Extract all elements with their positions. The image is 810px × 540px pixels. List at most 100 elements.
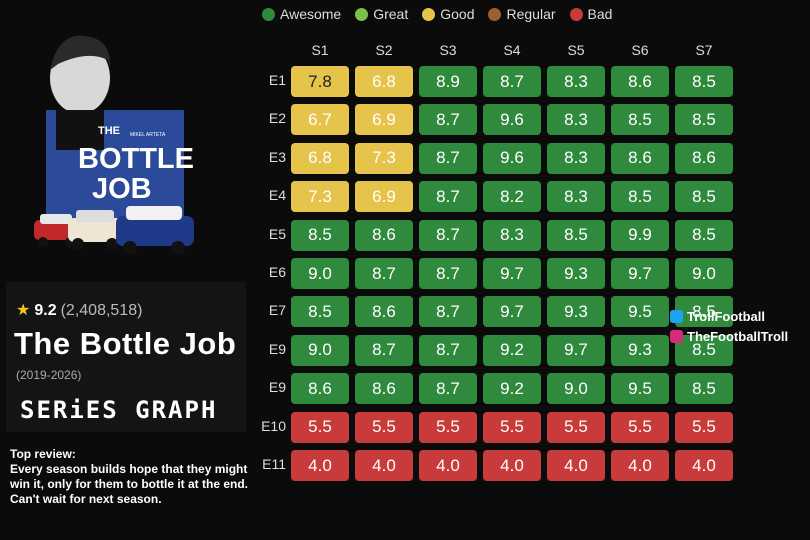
- heatmap-cell: 9.0: [291, 334, 349, 366]
- row-header: E5: [268, 225, 286, 242]
- row-header: E9: [268, 340, 286, 357]
- heatmap-cell: 8.2: [483, 181, 541, 213]
- rating-score: 9.2: [34, 302, 57, 319]
- heatmap-cell: 5.5: [483, 411, 541, 443]
- heatmap-cell: 8.3: [547, 66, 605, 97]
- heatmap-cell: 5.5: [355, 411, 413, 443]
- column-header: S2: [375, 42, 393, 58]
- heatmap-cell: 5.5: [419, 411, 477, 443]
- show-title: The Bottle Job: [14, 326, 237, 361]
- legend-dot-icon: [569, 7, 583, 21]
- heatmap-cell: 4.0: [611, 450, 669, 481]
- heatmap-cell: 8.7: [419, 219, 477, 251]
- row-header: E4: [268, 187, 286, 204]
- top-review: Top review: Every season builds hope tha…: [10, 447, 265, 507]
- heatmap-cell: 8.7: [355, 258, 413, 289]
- heatmap-cell: 9.2: [483, 334, 541, 366]
- heatmap-cell: 8.7: [419, 296, 477, 328]
- heatmap-cell: 8.7: [419, 334, 477, 366]
- review-text: Every season builds hope that they might…: [10, 462, 248, 506]
- heatmap-cell: 7.3: [355, 142, 413, 174]
- heatmap-cell: 8.6: [675, 142, 733, 174]
- heatmap-cell: 9.7: [611, 258, 669, 289]
- heatmap-cell: 9.3: [611, 334, 669, 366]
- poster-small-text: MIKEL ARTETA: [130, 132, 166, 138]
- show-years: (2019-2026): [16, 368, 82, 382]
- heatmap-cell: 4.0: [675, 450, 733, 481]
- heatmap-cell: 4.0: [483, 450, 541, 481]
- heatmap-cell: 6.8: [291, 142, 349, 174]
- heatmap-cell: 7.3: [291, 181, 349, 213]
- heatmap-cell: 8.5: [675, 334, 733, 366]
- info-panel: [6, 282, 246, 432]
- heatmap-cell: 9.7: [483, 296, 541, 328]
- column-header: S4: [503, 42, 521, 58]
- heatmap-cell: 8.6: [355, 219, 413, 251]
- heatmap-cell: 5.5: [611, 411, 669, 443]
- heatmap-cell: 4.0: [291, 450, 349, 481]
- heatmap-cell: 7.8: [291, 66, 349, 97]
- legend-item-good: Good: [422, 6, 474, 22]
- column-header: S7: [695, 42, 713, 58]
- heatmap-cell: 9.7: [547, 334, 605, 366]
- heatmap-cell: 9.2: [483, 373, 541, 405]
- heatmap-cell: 8.3: [547, 104, 605, 136]
- legend-dot-icon: [262, 7, 275, 21]
- instagram-handle: TheFootballTroll: [670, 329, 788, 344]
- heatmap-cell: 8.3: [547, 142, 605, 174]
- heatmap-cell: 9.6: [483, 142, 541, 174]
- heatmap-cell: 8.5: [675, 104, 733, 136]
- legend-item-regular: Regular: [488, 6, 556, 22]
- heatmap-cell: 9.0: [291, 258, 349, 289]
- twitter-handle: TrollFootball: [670, 309, 765, 324]
- row-header: E11: [262, 456, 286, 472]
- star-icon: ★: [16, 302, 31, 319]
- heatmap-cell: 8.3: [547, 181, 605, 213]
- heatmap-cell: 9.9: [611, 219, 669, 251]
- legend-item-awesome: Awesome: [262, 6, 341, 22]
- poster-line3: JOB: [92, 173, 152, 205]
- legend-dot-icon: [355, 7, 369, 21]
- column-header: S3: [439, 42, 457, 58]
- heatmap-cell: 4.0: [547, 450, 605, 481]
- heatmap-cell: 8.7: [419, 142, 477, 174]
- heatmap-cell: 9.0: [675, 258, 733, 289]
- heatmap-cell: 8.6: [355, 373, 413, 405]
- heatmap-cell: 4.0: [419, 450, 477, 481]
- instagram-handle-text: TheFootballTroll: [687, 329, 789, 344]
- row-header: E1: [268, 72, 286, 88]
- heatmap-cell: 8.7: [483, 66, 541, 97]
- heatmap-cell: 8.6: [611, 66, 669, 97]
- heatmap-cell: 6.9: [355, 104, 413, 136]
- heatmap-cell: 8.5: [611, 104, 669, 136]
- brand-logo: SERiES GRAPH: [20, 396, 218, 424]
- heatmap-cell: 9.5: [611, 373, 669, 405]
- heatmap-cell: 8.9: [419, 66, 477, 97]
- poster-line2: BOTTLE: [78, 143, 194, 175]
- legend-item-great: Great: [355, 6, 408, 22]
- heatmap-cell: 8.5: [291, 219, 349, 251]
- heatmap-cell: 8.7: [419, 373, 477, 405]
- heatmap-cell: 9.6: [483, 104, 541, 136]
- heatmap-cell: 8.5: [675, 373, 733, 405]
- legend-dot-icon: [422, 7, 436, 21]
- heatmap-cell: 5.5: [675, 411, 733, 443]
- heatmap-cell: 8.6: [355, 296, 413, 328]
- row-header: E2: [268, 110, 286, 127]
- heatmap-cell: 8.7: [419, 258, 477, 289]
- chart-legend: Awesome Great Good Regular Bad: [262, 6, 612, 22]
- legend-item-bad: Bad: [569, 6, 612, 22]
- car-blue-icon: [116, 206, 194, 255]
- heatmap-cell: 8.7: [419, 104, 477, 136]
- heatmap-cell: 8.5: [291, 296, 349, 328]
- legend-label: Awesome: [280, 6, 342, 22]
- rating: ★ 9.2 (2,408,518): [16, 300, 142, 320]
- heatmap-cell: 8.5: [675, 219, 733, 251]
- heatmap-cell: 8.5: [675, 296, 733, 328]
- car-white-icon: [68, 210, 122, 250]
- legend-label: Great: [373, 6, 409, 22]
- heatmap-cell: 9.5: [611, 296, 669, 328]
- row-header: E7: [268, 302, 286, 319]
- twitter-icon: [670, 310, 683, 323]
- heatmap-cell: 9.3: [547, 258, 605, 289]
